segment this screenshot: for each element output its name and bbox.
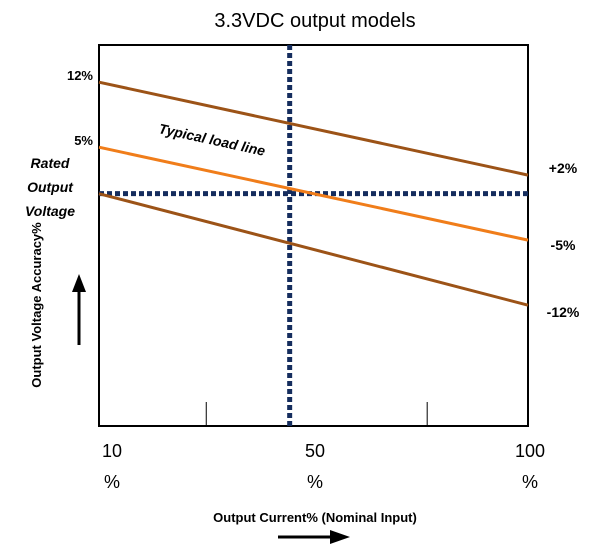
series-lower-line — [98, 192, 529, 307]
x-tick-label-100: 100 — [515, 441, 545, 461]
rated-label-line-2: Output — [27, 179, 74, 195]
plot-frame — [98, 44, 529, 427]
series-typical-line — [98, 145, 529, 242]
x-tick-unit-50: % — [307, 472, 323, 492]
y-left-label-12: 12% — [67, 68, 93, 83]
right-label-minus-5: -5% — [551, 237, 576, 253]
rated-label-line-3: Voltage — [25, 203, 75, 219]
x-axis-label: Output Current% (Nominal Input) — [213, 510, 417, 525]
arrow-right-icon — [278, 530, 350, 544]
arrow-up-icon — [72, 274, 86, 345]
x-tick-unit-10: % — [104, 472, 120, 492]
x-tick-unit-100: % — [522, 472, 538, 492]
minor-ticks — [205, 402, 428, 426]
chart-title: 3.3VDC output models — [214, 10, 415, 32]
x-tick-label-50: 50 — [305, 441, 325, 461]
x-tick-label-10: 10 — [102, 441, 122, 461]
right-label-plus-2: +2% — [549, 160, 578, 176]
y-axis-label: Output Voltage Accuracy% — [29, 222, 44, 388]
series-upper-line — [98, 80, 529, 177]
typical-load-line-label: Typical load line — [157, 120, 267, 159]
rated-label-line-1: Rated — [31, 155, 70, 171]
y-axis-label-group: Output Voltage Accuracy% — [29, 222, 44, 388]
right-label-minus-12: -12% — [547, 304, 580, 320]
y-left-label-5: 5% — [74, 133, 93, 148]
